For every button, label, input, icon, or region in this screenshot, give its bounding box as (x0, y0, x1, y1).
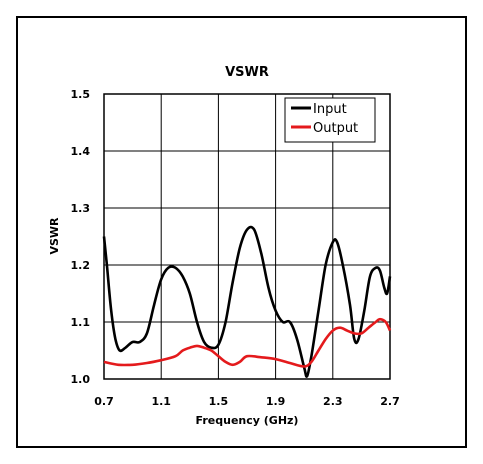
y-tick-labels: 1.0 1.1 1.2 1.3 1.4 1.5 (71, 88, 91, 386)
legend-label-output: Output (313, 121, 358, 136)
y-tick-label: 1.4 (71, 145, 91, 158)
x-tick-labels: 0.7 1.1 1.5 1.9 2.3 2.7 (94, 395, 400, 408)
y-tick-label: 1.5 (71, 88, 91, 101)
y-tick-label: 1.2 (71, 259, 91, 272)
y-tick-label: 1.1 (71, 316, 91, 329)
x-tick-label: 0.7 (94, 395, 114, 408)
chart-title: VSWR (225, 65, 269, 80)
x-tick-label: 1.1 (151, 395, 171, 408)
x-tick-label: 2.7 (380, 395, 400, 408)
legend-label-input: Input (313, 102, 347, 117)
x-axis-label: Frequency (GHz) (196, 414, 299, 427)
chart-frame: VSWR 0.7 1.1 1.5 1.9 2.3 2.7 1.0 1.1 1.2 1.3 1.4 1… (16, 16, 467, 448)
series-line-input (102, 225, 392, 378)
x-tick-label: 1.9 (266, 395, 286, 408)
y-axis-label: VSWR (48, 217, 61, 255)
legend: Input Output (284, 97, 376, 143)
series-lines (102, 225, 392, 378)
x-tick-label: 1.5 (209, 395, 229, 408)
y-tick-label: 1.3 (71, 202, 91, 215)
series-line-output (103, 317, 392, 368)
vswr-chart: VSWR 0.7 1.1 1.5 1.9 2.3 2.7 1.01.11.21.31.41… (48, 65, 400, 427)
x-tick-label: 2.3 (323, 395, 343, 408)
y-tick-label: 1.0 (71, 373, 91, 386)
legend-box (284, 97, 376, 143)
